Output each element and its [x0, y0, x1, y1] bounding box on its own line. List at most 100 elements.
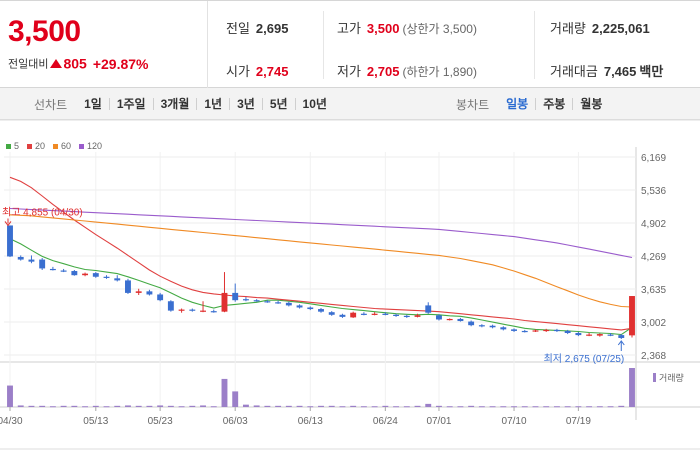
candle-body	[500, 327, 507, 330]
candle-body	[17, 256, 24, 260]
min-arrow-head-icon	[617, 340, 625, 346]
x-tick-label: 07/19	[566, 416, 591, 427]
legend-ma120: 120	[79, 141, 102, 151]
tab-3m[interactable]: 3개월	[152, 98, 197, 110]
candlestick-chart[interactable]: 6,169 5,536 4,902 4,269 3,635 3,002 2,368 04/30…	[0, 120, 700, 450]
volume-bar	[210, 406, 217, 408]
divider	[534, 11, 535, 79]
candle-body	[629, 296, 635, 336]
tab-10y[interactable]: 10년	[294, 98, 334, 110]
tab-1d[interactable]: 1일	[84, 97, 102, 111]
max-price-marker: 최고 4,855 (04/30)	[2, 206, 83, 218]
ma5-line	[9, 238, 633, 336]
ma-legend: 5 20 60 120	[6, 141, 102, 151]
candle-body	[232, 292, 239, 301]
volume-bar	[489, 406, 496, 408]
volume-bar	[575, 406, 582, 408]
volume: 거래량 2,225,061	[550, 18, 650, 37]
candle-body	[607, 334, 614, 336]
volume-bar	[296, 405, 303, 407]
candle-body	[596, 334, 603, 336]
candle-body	[200, 310, 206, 312]
legend-swatch	[6, 143, 11, 149]
legend-swatch	[53, 143, 59, 149]
tab-1y[interactable]: 1년	[196, 98, 229, 110]
volume-bar	[167, 405, 174, 407]
period-tabbar: 선차트 1일 1주일 3개월 1년 3년 5년 10년 봉차트 일봉 주봉 월봉	[0, 88, 700, 120]
candle-body	[553, 329, 560, 332]
prev-close-label: 전일	[226, 21, 250, 36]
volume-bar	[103, 406, 110, 408]
legend-swatch	[79, 143, 85, 149]
volume-bar	[60, 405, 67, 407]
volume-bar	[232, 391, 239, 407]
candle-body	[350, 312, 357, 318]
candle-chart-tabs: 봉차트 일봉 주봉 월봉	[456, 88, 609, 120]
tab-monthly[interactable]: 월봉	[572, 98, 609, 110]
candle-body	[7, 225, 13, 257]
candle-body	[296, 305, 303, 308]
candle-body	[60, 270, 67, 272]
volume-bar	[382, 405, 389, 407]
x-tick-label: 05/23	[148, 416, 173, 427]
volume-bar	[7, 385, 13, 407]
volume-bar	[92, 405, 99, 407]
change-label: 전일대비	[8, 58, 49, 71]
volume-bar	[307, 406, 314, 408]
volume-bar	[253, 405, 260, 407]
volume-bar	[114, 405, 121, 407]
y-tick-label: 4,269	[641, 252, 666, 263]
candle-body	[489, 325, 496, 328]
change-value: 805	[63, 55, 87, 72]
candle-body	[371, 313, 378, 315]
y-tick-label: 2,368	[641, 351, 666, 362]
volume-bar	[339, 406, 346, 408]
high-label: 고가	[337, 21, 361, 36]
candle-body	[564, 330, 571, 334]
candle-body	[393, 314, 400, 316]
high-price: 고가 3,500 (상한가 3,500)	[337, 18, 477, 37]
candle-body	[103, 276, 110, 278]
volume-bar	[478, 406, 485, 408]
candle-body	[532, 330, 539, 332]
tab-weekly[interactable]: 주봉	[535, 98, 572, 110]
candle-body	[425, 305, 432, 313]
volume-bar	[371, 406, 378, 408]
lower-limit: (하한가 1,890)	[402, 65, 477, 79]
x-tick-label: 05/13	[83, 416, 108, 427]
legend-swatch	[27, 143, 33, 149]
volume-bar	[446, 406, 453, 408]
tab-3y[interactable]: 3년	[229, 98, 262, 110]
volume-bar	[425, 403, 432, 407]
tab-5y[interactable]: 5년	[261, 98, 295, 110]
legend-label: 120	[87, 141, 103, 151]
candle-body	[125, 280, 131, 293]
tab-1w[interactable]: 1주일	[108, 98, 153, 110]
candle-body	[575, 333, 582, 336]
candle-chart-label: 봉차트	[456, 97, 490, 112]
candle-body	[543, 329, 550, 332]
volume-bar	[564, 406, 571, 408]
candle-body	[275, 302, 282, 304]
candle-body	[221, 292, 228, 312]
candle-body	[618, 335, 625, 338]
change-row: 전일대비 805 +29.87%	[8, 55, 149, 72]
candle-body	[167, 301, 174, 311]
ma60-line	[9, 214, 633, 308]
y-tick-label: 3,002	[641, 318, 666, 329]
candle-body	[511, 329, 517, 331]
volume-bar	[71, 405, 78, 407]
open-label: 시가	[226, 64, 250, 79]
volume-bar	[403, 406, 410, 408]
volume-bar	[414, 405, 421, 407]
volume-bar	[275, 405, 282, 407]
tab-daily[interactable]: 일봉	[506, 97, 529, 111]
candle-body	[468, 321, 475, 326]
quote-summary: 3,500 전일대비 805 +29.87% 전일 2,695 시가 2,745 고가 3…	[0, 0, 700, 88]
volume-bar	[511, 406, 517, 408]
candle-body	[478, 325, 485, 327]
trade-value-label: 거래대금	[550, 64, 598, 79]
volume-bar	[521, 406, 528, 408]
x-tick-label: 06/03	[223, 416, 248, 427]
candle-body	[521, 330, 528, 333]
